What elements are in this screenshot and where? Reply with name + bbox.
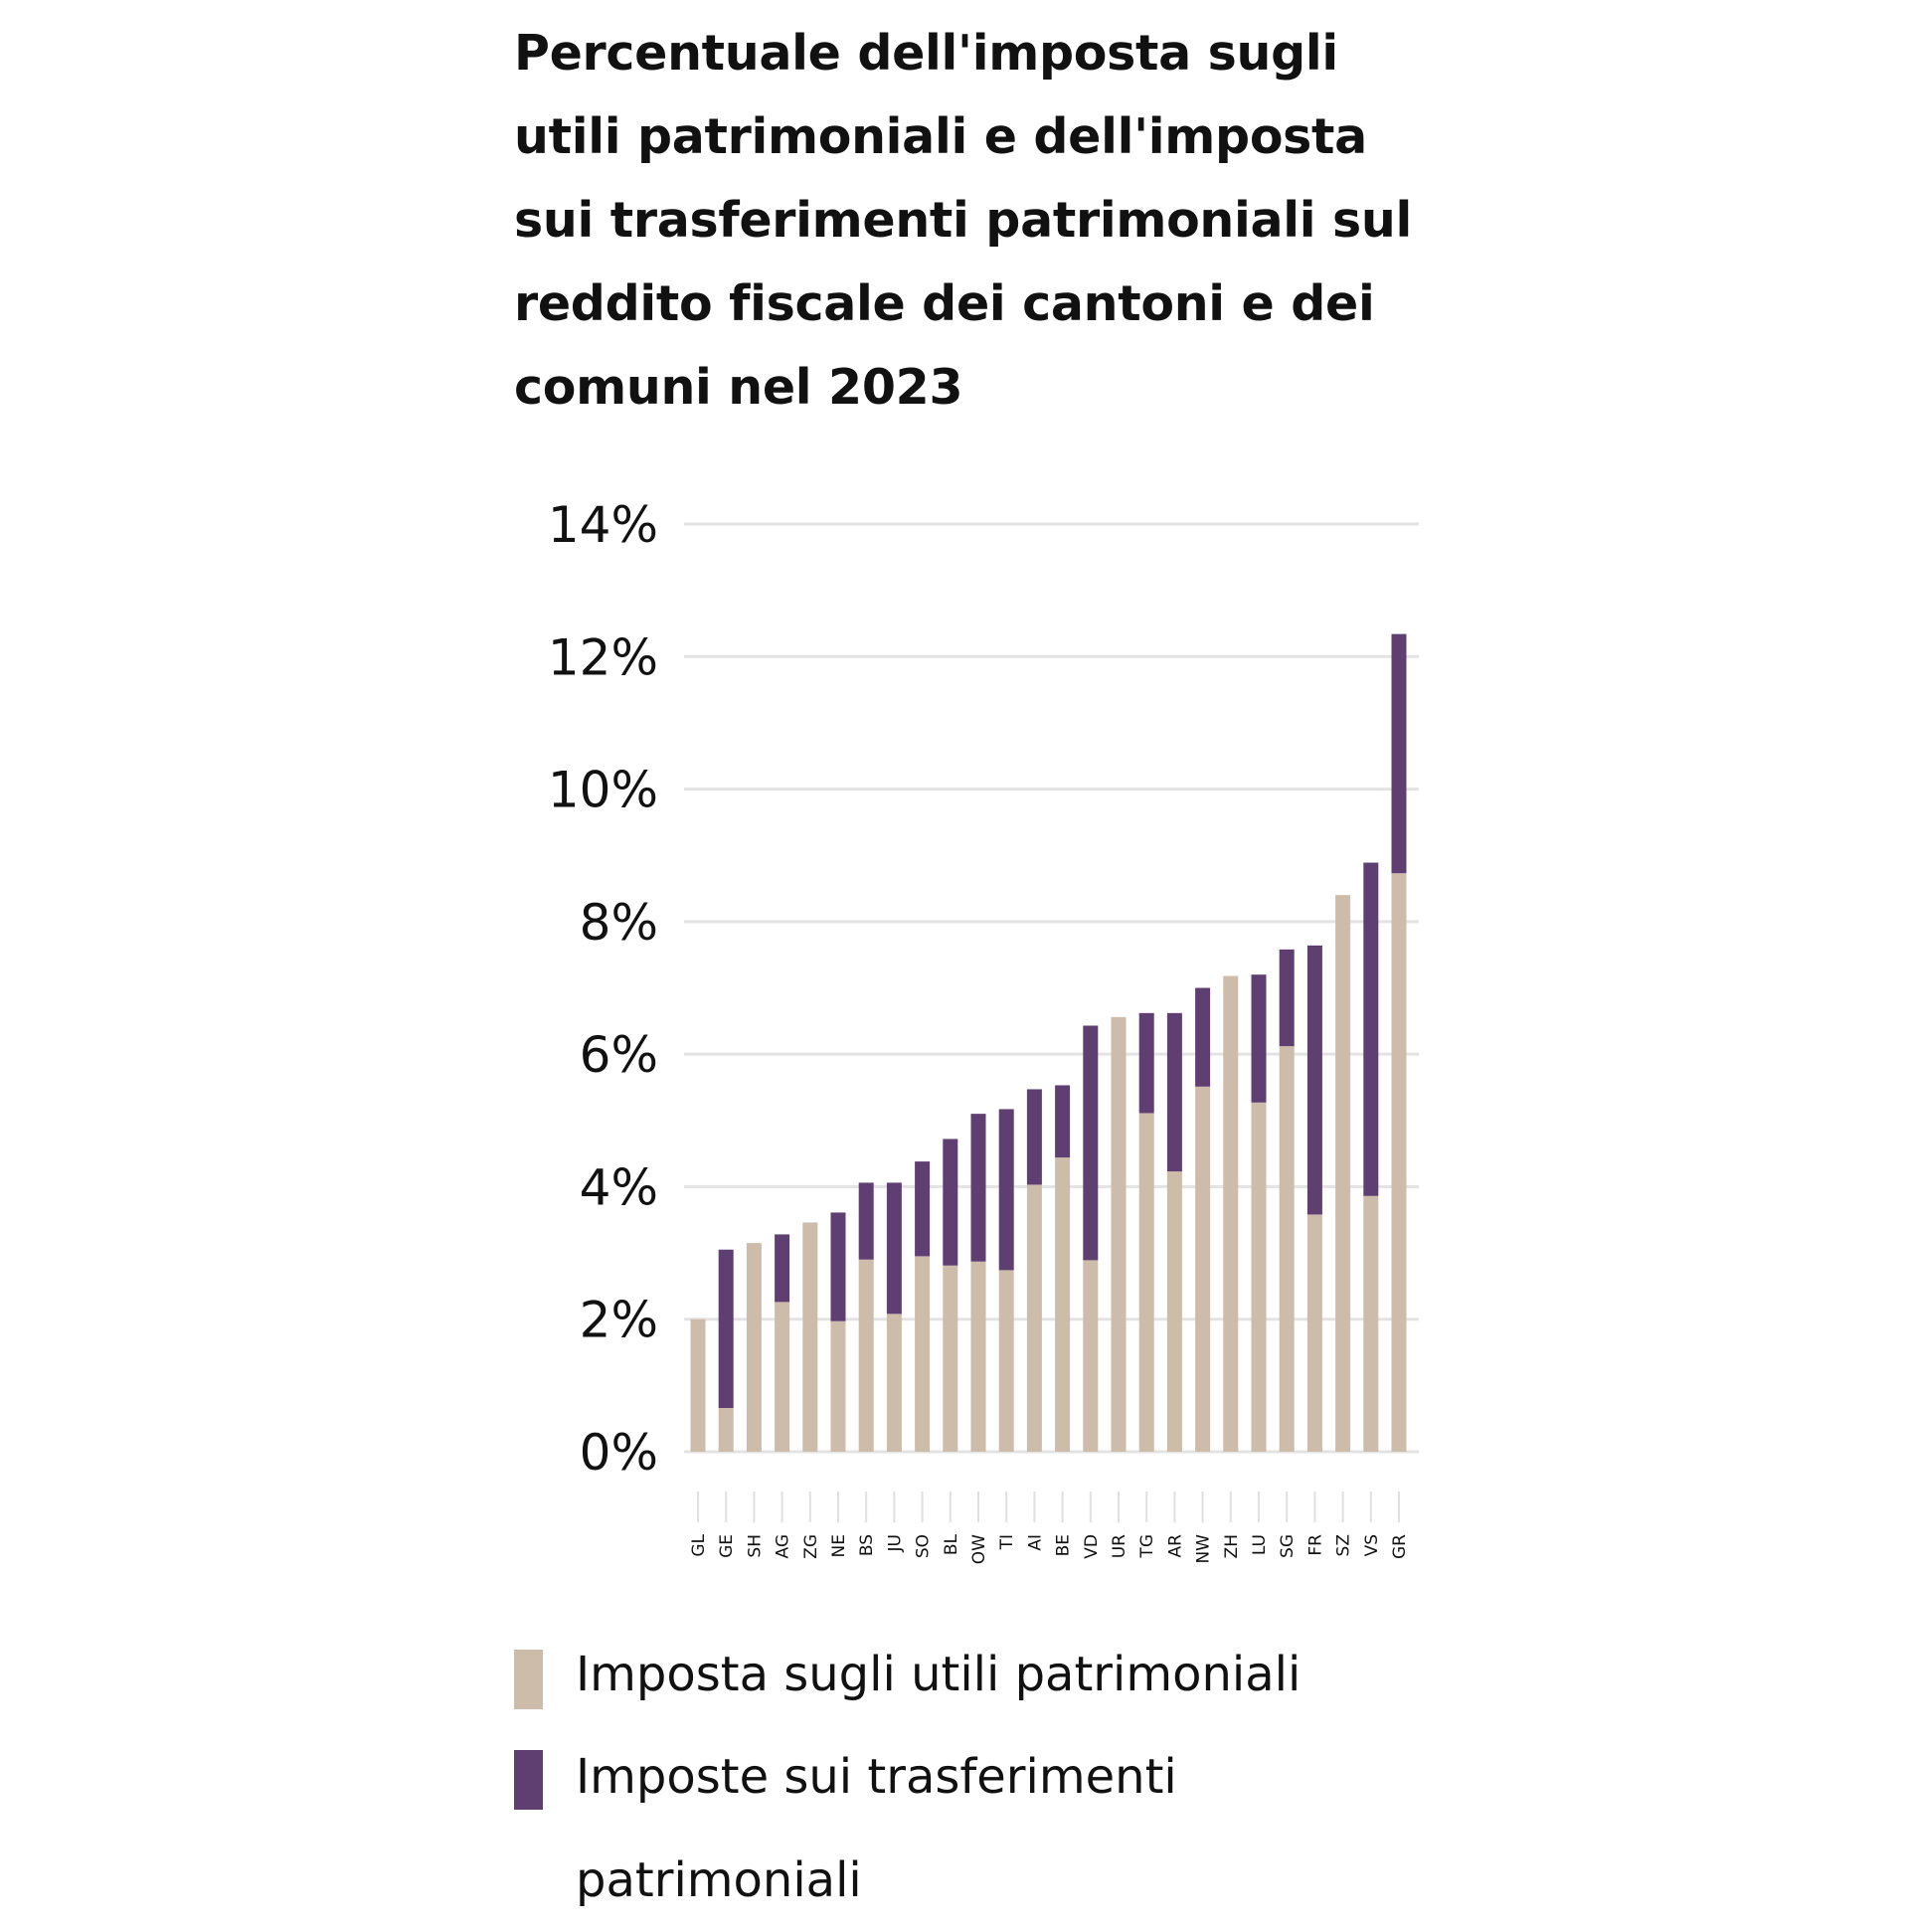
x-tick-label: UR (1110, 1534, 1129, 1558)
y-tick-label: 10% (548, 762, 658, 819)
bar-capital-gains-ne (830, 1320, 846, 1452)
bar-transfer-tax-lu (1251, 974, 1267, 1103)
bar-transfer-tax-bl (943, 1139, 958, 1266)
bar-capital-gains-so (915, 1256, 931, 1452)
chart-title: Percentuale dell'imposta sugli utili pat… (514, 25, 1412, 416)
bar-transfer-tax-ar (1166, 1012, 1182, 1172)
bar-capital-gains-ur (1111, 1016, 1127, 1452)
bar-capital-gains-fr (1306, 1214, 1322, 1452)
legend-item-transfer-tax: Imposte sui trasferimenti patrimoniali (514, 1725, 1409, 1908)
bar-capital-gains-tg (1138, 1113, 1154, 1452)
bar-transfer-tax-vd (1083, 1025, 1099, 1261)
bar-capital-gains-vs (1363, 1195, 1379, 1452)
bar-transfer-tax-so (915, 1161, 931, 1257)
bar-capital-gains-ai (1026, 1184, 1042, 1452)
bar-capital-gains-ju (886, 1314, 902, 1452)
x-tick-label: ZH (1222, 1534, 1242, 1558)
x-tick-label: ZG (801, 1534, 821, 1559)
y-tick-label: 0% (580, 1424, 658, 1482)
y-tick-label: 6% (580, 1026, 658, 1084)
legend-item-capital-gains: Imposta sugli utili patrimoniali (514, 1623, 1409, 1732)
bar-transfer-tax-ti (998, 1109, 1014, 1271)
x-tick-label: NE (829, 1534, 849, 1557)
x-tick-label: AI (1025, 1534, 1045, 1551)
x-tick-label: SG (1278, 1534, 1298, 1558)
bar-capital-gains-ag (775, 1302, 790, 1452)
bar-transfer-tax-ow (970, 1114, 986, 1262)
bar-capital-gains-ow (970, 1261, 986, 1452)
x-tick-label: AG (774, 1534, 793, 1559)
bar-transfer-tax-gr (1391, 633, 1407, 874)
x-tick-label: VS (1362, 1534, 1382, 1556)
bar-transfer-tax-nw (1195, 987, 1211, 1087)
y-tick-label: 4% (580, 1158, 658, 1216)
bar-capital-gains-bl (943, 1265, 958, 1452)
bar-transfer-tax-ju (886, 1182, 902, 1315)
x-tick-label: GR (1390, 1534, 1410, 1559)
x-tick-label: OW (969, 1534, 989, 1564)
bar-capital-gains-nw (1195, 1086, 1211, 1452)
bar-capital-gains-vd (1083, 1260, 1099, 1452)
x-tick-label: BS (857, 1534, 877, 1556)
x-tick-label: SH (745, 1534, 765, 1558)
bar-capital-gains-sz (1335, 895, 1351, 1452)
bar-capital-gains-lu (1251, 1102, 1267, 1452)
x-tick-label: TI (997, 1534, 1017, 1550)
bar-transfer-tax-fr (1306, 945, 1322, 1215)
x-tick-label: SZ (1334, 1534, 1354, 1556)
bar-transfer-tax-sg (1279, 949, 1295, 1047)
bar-transfer-tax-be (1055, 1085, 1071, 1158)
bar-capital-gains-be (1055, 1157, 1071, 1452)
legend-label-capital-gains: Imposta sugli utili patrimoniali (576, 1647, 1302, 1702)
bar-capital-gains-sh (746, 1243, 762, 1452)
x-tick-label: SO (914, 1534, 934, 1558)
bar-capital-gains-sg (1279, 1046, 1295, 1452)
x-tick-label: VD (1082, 1534, 1102, 1559)
y-tick-label: 8% (580, 894, 658, 952)
bar-transfer-tax-vs (1363, 862, 1379, 1196)
bar-capital-gains-ti (998, 1270, 1014, 1452)
bar-capital-gains-ar (1166, 1171, 1182, 1452)
bar-transfer-tax-ai (1026, 1089, 1042, 1185)
x-tick-label: GL (689, 1533, 709, 1556)
bar-transfer-tax-ne (830, 1212, 846, 1321)
bar-capital-gains-gl (690, 1318, 706, 1452)
x-tick-label: LU (1250, 1534, 1270, 1555)
bar-capital-gains-gr (1391, 873, 1407, 1452)
x-tick-label: GE (717, 1534, 737, 1558)
bar-transfer-tax-ge (718, 1249, 734, 1409)
bar-transfer-tax-ag (775, 1234, 790, 1303)
x-tick-label: FR (1305, 1534, 1325, 1556)
bar-capital-gains-bs (858, 1259, 874, 1452)
bar-transfer-tax-tg (1138, 1012, 1154, 1114)
x-tick-label: TG (1137, 1534, 1157, 1559)
bar-capital-gains-zh (1223, 975, 1239, 1452)
x-tick-label: AR (1165, 1534, 1185, 1558)
y-tick-label: 14% (548, 496, 658, 554)
x-tick-label: BL (942, 1533, 961, 1555)
legend-swatch-transfer-tax (514, 1750, 543, 1810)
legend-swatch-capital-gains (514, 1650, 543, 1709)
y-tick-label: 12% (548, 628, 658, 686)
stacked-bar-chart: 0% 2% 4% 6% 8% 10% 12% 14% GL GE SH AG ZG NE BS JU SO BL… (548, 496, 1419, 1564)
bar-capital-gains-zg (802, 1222, 818, 1452)
x-tick-label: JU (885, 1534, 905, 1552)
y-tick-label: 2% (580, 1292, 658, 1349)
legend-label-transfer-tax: Imposte sui trasferimenti patrimoniali (576, 1749, 1177, 1908)
bar-capital-gains-ge (718, 1408, 734, 1452)
x-tick-label: NW (1194, 1534, 1214, 1564)
bar-transfer-tax-bs (858, 1182, 874, 1260)
x-tick-label: BE (1054, 1534, 1074, 1556)
